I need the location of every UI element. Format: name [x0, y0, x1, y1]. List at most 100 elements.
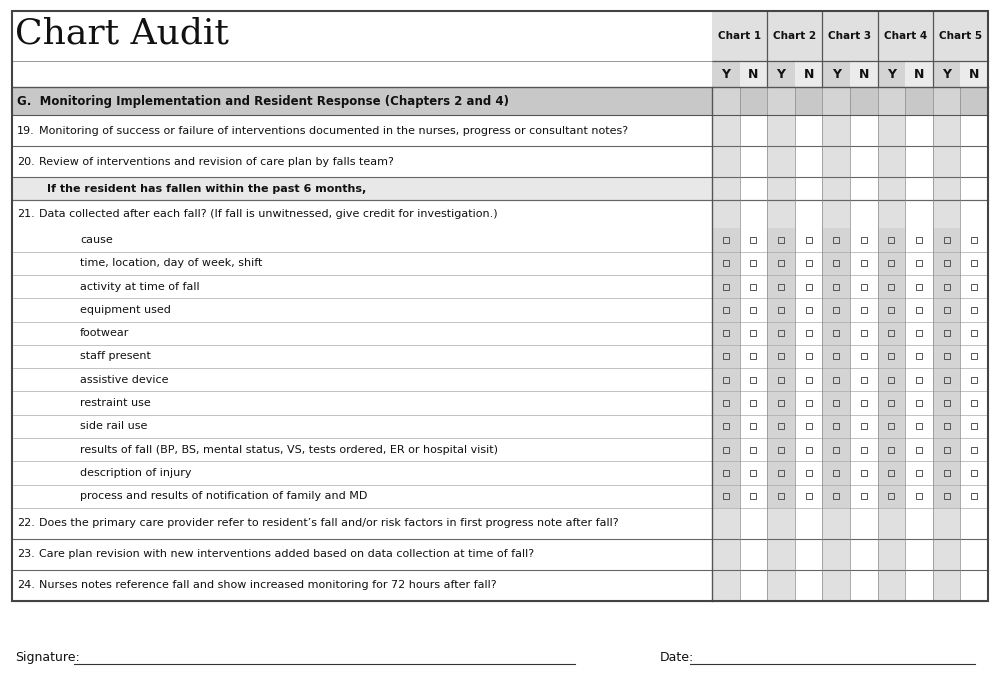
Text: cause: cause [80, 235, 113, 245]
Bar [850, 438, 878, 461]
Bar [833, 470, 839, 476]
Bar [878, 539, 905, 570]
Bar [960, 252, 988, 275]
Bar [971, 330, 977, 336]
Bar [878, 345, 905, 368]
Bar [888, 283, 894, 290]
Bar [767, 87, 795, 115]
Bar [960, 275, 988, 298]
Bar [933, 539, 960, 570]
Bar [767, 570, 795, 601]
Bar [795, 570, 822, 601]
Text: equipment used: equipment used [80, 305, 171, 315]
Bar [933, 298, 960, 322]
Bar [723, 470, 729, 476]
Bar [905, 298, 933, 322]
Bar [878, 391, 905, 415]
Text: assistive device: assistive device [80, 374, 168, 385]
Bar [712, 11, 988, 61]
Text: Y: Y [887, 68, 896, 81]
Bar [933, 484, 960, 508]
Text: Y: Y [776, 68, 786, 81]
Bar [916, 423, 922, 429]
Bar [712, 298, 740, 322]
Bar [878, 146, 905, 177]
Bar [778, 377, 784, 383]
Bar [750, 400, 756, 406]
Bar [971, 423, 977, 429]
Bar [712, 345, 740, 368]
Text: time, location, day of week, shift: time, location, day of week, shift [80, 258, 262, 268]
Bar [850, 415, 878, 438]
Bar [833, 283, 839, 290]
Bar [767, 275, 795, 298]
Bar [861, 237, 867, 243]
Bar [888, 307, 894, 313]
Bar [740, 87, 767, 115]
Bar [740, 298, 767, 322]
Bar [767, 115, 795, 146]
Bar [861, 283, 867, 290]
Bar [960, 146, 988, 177]
Bar [795, 200, 822, 228]
Bar [905, 570, 933, 601]
Bar [878, 438, 905, 461]
Bar [822, 252, 850, 275]
Bar [767, 322, 795, 345]
Bar [888, 260, 894, 267]
Bar [740, 438, 767, 461]
Bar [933, 177, 960, 200]
Bar [960, 200, 988, 228]
Bar [916, 470, 922, 476]
Bar [960, 570, 988, 601]
Bar [795, 345, 822, 368]
Bar [960, 461, 988, 484]
Bar [806, 377, 812, 383]
Bar [795, 252, 822, 275]
Bar [712, 391, 740, 415]
Bar [944, 260, 950, 267]
Bar [850, 115, 878, 146]
Bar [806, 470, 812, 476]
Bar [806, 237, 812, 243]
Bar [861, 423, 867, 429]
Bar [822, 539, 850, 570]
Bar [712, 484, 740, 508]
Bar [905, 228, 933, 252]
Bar [712, 570, 740, 601]
Text: Date:: Date: [660, 651, 694, 664]
Bar [712, 200, 740, 228]
Bar [778, 354, 784, 359]
Bar [944, 400, 950, 406]
Bar [778, 330, 784, 336]
Bar [960, 368, 988, 391]
Bar [767, 177, 795, 200]
Bar [905, 252, 933, 275]
Bar [12, 11, 988, 601]
Bar [833, 400, 839, 406]
Bar [778, 307, 784, 313]
Text: Y: Y [942, 68, 951, 81]
Bar [712, 322, 740, 345]
Bar [905, 177, 933, 200]
Text: 23.: 23. [17, 549, 35, 560]
Bar [878, 115, 905, 146]
Bar [944, 307, 950, 313]
Bar [806, 354, 812, 359]
Bar [750, 423, 756, 429]
Bar [822, 368, 850, 391]
Bar [850, 252, 878, 275]
Bar [888, 447, 894, 452]
Text: 20.: 20. [17, 157, 35, 166]
Bar [740, 508, 767, 539]
Bar [916, 447, 922, 452]
Bar [933, 115, 960, 146]
Bar [822, 87, 850, 115]
Bar [12, 177, 988, 200]
Bar [933, 322, 960, 345]
Bar [888, 400, 894, 406]
Bar [850, 61, 878, 87]
Bar [878, 508, 905, 539]
Bar [850, 391, 878, 415]
Bar [971, 400, 977, 406]
